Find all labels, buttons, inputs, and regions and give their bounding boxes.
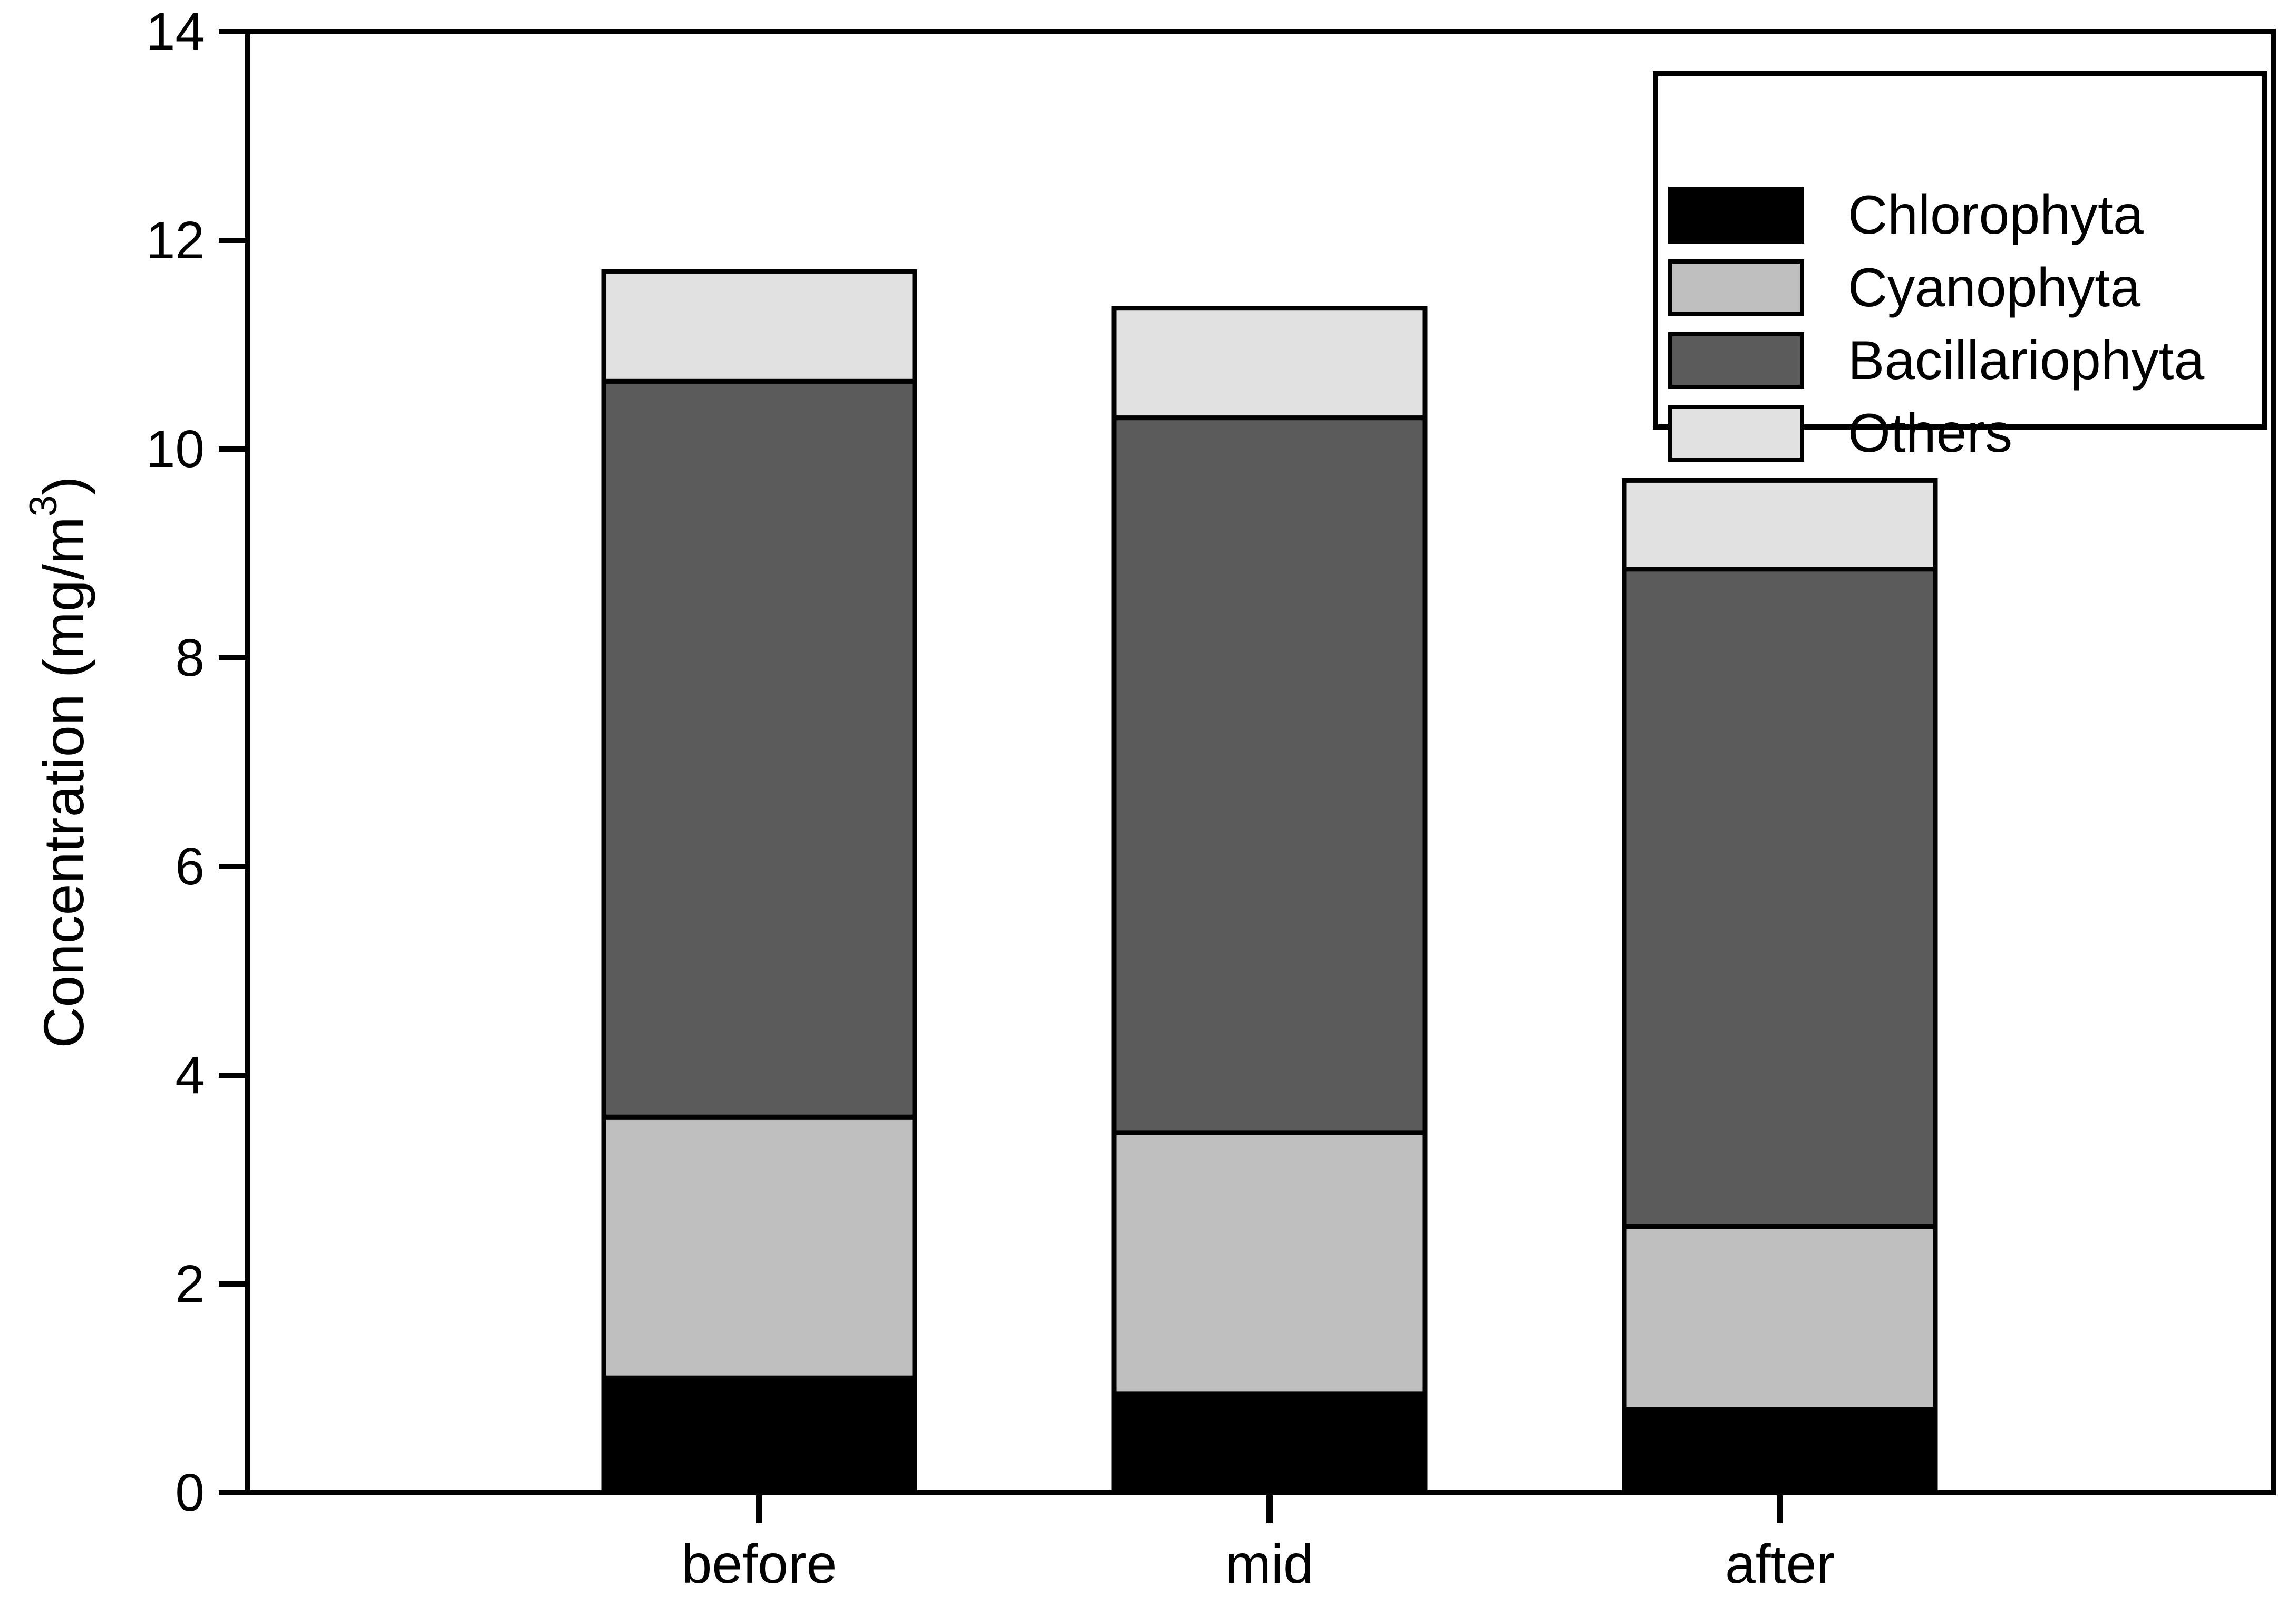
y-tick-label-14: 14 <box>146 2 205 61</box>
y-tick-label-0: 0 <box>175 1463 205 1522</box>
bar-segment-chlorophyta-mid <box>1111 1391 1428 1495</box>
legend-swatch-bacillariophyta <box>1668 332 1804 389</box>
y-tick-label-12: 12 <box>146 211 205 270</box>
y-tick-label-10: 10 <box>146 420 205 479</box>
legend-swatch-others <box>1668 405 1804 462</box>
bar-segment-cyanophyta-mid <box>1111 1130 1428 1396</box>
bar-segment-cyanophyta-after <box>1622 1224 1938 1412</box>
plot-frame <box>245 29 2276 1495</box>
superscript-3: 3 <box>22 495 65 517</box>
y-tick-label-4: 4 <box>175 1046 205 1105</box>
x-tick-label-mid: mid <box>1225 1534 1314 1595</box>
legend-swatch-cyanophyta <box>1668 259 1804 316</box>
legend-label-chlorophyta: Chlorophyta <box>1848 184 2144 246</box>
legend-label-others: Others <box>1848 403 2012 464</box>
bar-segment-chlorophyta-before <box>601 1375 917 1495</box>
y-tick-label-6: 6 <box>175 837 205 896</box>
bar-segment-chlorophyta-after <box>1622 1407 1938 1495</box>
bar-segment-bacillariophyta-after <box>1622 567 1938 1229</box>
bar-segment-bacillariophyta-before <box>601 378 917 1120</box>
y-axis-title: Concentration (mg/m3) <box>22 476 95 1048</box>
legend-label-cyanophyta: Cyanophyta <box>1848 257 2140 318</box>
x-tick-label-after: after <box>1725 1534 1835 1595</box>
bar-segment-cyanophyta-before <box>601 1114 917 1380</box>
bar-segment-others-before <box>601 269 917 384</box>
bar-segment-bacillariophyta-mid <box>1111 415 1428 1135</box>
y-tick-label-8: 8 <box>175 628 205 687</box>
bar-segment-others-mid <box>1111 306 1428 421</box>
legend-label-bacillariophyta: Bacillariophyta <box>1848 330 2205 391</box>
x-tick-label-before: before <box>682 1534 837 1595</box>
bar-segment-others-after <box>1622 478 1938 572</box>
y-tick-label-2: 2 <box>175 1254 205 1314</box>
legend-swatch-chlorophyta <box>1668 187 1804 244</box>
